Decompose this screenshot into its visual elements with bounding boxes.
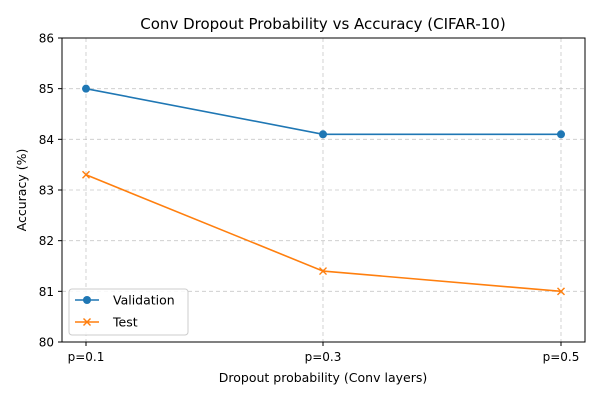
legend-item-validation: Validation bbox=[75, 293, 175, 308]
legend-marker bbox=[83, 296, 91, 304]
data-point-validation bbox=[319, 130, 327, 139]
legend: Validation Test bbox=[68, 288, 189, 336]
series-layer bbox=[82, 84, 565, 296]
y-tick-label: 82 bbox=[39, 234, 54, 248]
legend-marker bbox=[83, 318, 91, 326]
x-tick-label: p=0.1 bbox=[68, 350, 105, 364]
ticks: p=0.1 p=0.3 p=0.5 80 81 82 83 84 85 86 bbox=[39, 32, 580, 365]
y-tick-label: 80 bbox=[39, 336, 54, 350]
data-point-test bbox=[319, 267, 327, 276]
data-point-validation bbox=[557, 130, 565, 139]
x-tick-label: p=0.5 bbox=[543, 350, 580, 364]
y-tick-label: 83 bbox=[39, 184, 54, 198]
series-validation bbox=[82, 84, 565, 139]
y-tick-label: 85 bbox=[39, 82, 54, 96]
y-tick-label: 81 bbox=[39, 285, 54, 299]
legend-label: Test bbox=[112, 315, 138, 330]
y-tick-label: 84 bbox=[39, 133, 54, 147]
x-axis-label: Dropout probability (Conv layers) bbox=[219, 370, 427, 385]
chart-title: Conv Dropout Probability vs Accuracy (CI… bbox=[140, 15, 505, 33]
y-tick-label: 86 bbox=[39, 32, 54, 46]
legend-label: Validation bbox=[113, 293, 175, 308]
data-point-test bbox=[557, 287, 565, 296]
x-tick-label: p=0.3 bbox=[305, 350, 342, 364]
series-test bbox=[82, 170, 565, 296]
y-axis-label: Accuracy (%) bbox=[14, 149, 29, 232]
legend-item-test: Test bbox=[75, 315, 138, 330]
data-point-validation bbox=[82, 84, 90, 93]
data-point-test bbox=[82, 170, 90, 179]
